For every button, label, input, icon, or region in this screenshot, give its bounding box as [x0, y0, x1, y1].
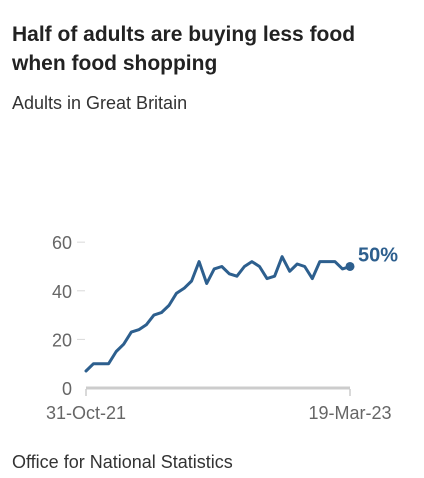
x-tick-label: 19-Mar-23: [308, 403, 391, 423]
end-point-marker: [345, 261, 355, 271]
series-layer: 50%: [84, 244, 398, 373]
y-tick-label: 40: [52, 282, 72, 302]
end-value-label: 50%: [358, 244, 398, 266]
series-line: [84, 255, 352, 373]
y-tick-label: 60: [52, 233, 72, 253]
y-tick-label: 0: [62, 379, 72, 399]
y-tick-label: 20: [52, 330, 72, 350]
y-axis: 0 20 40 60: [52, 233, 85, 399]
x-tick-label: 31-Oct-21: [46, 403, 126, 423]
chart-title: Half of adults are buying less food when…: [12, 23, 356, 75]
x-axis: 31-Oct-21 19-Mar-23: [46, 386, 392, 423]
source-note: Office for National Statistics: [12, 452, 233, 472]
chart-subtitle: Adults in Great Britain: [12, 93, 188, 113]
